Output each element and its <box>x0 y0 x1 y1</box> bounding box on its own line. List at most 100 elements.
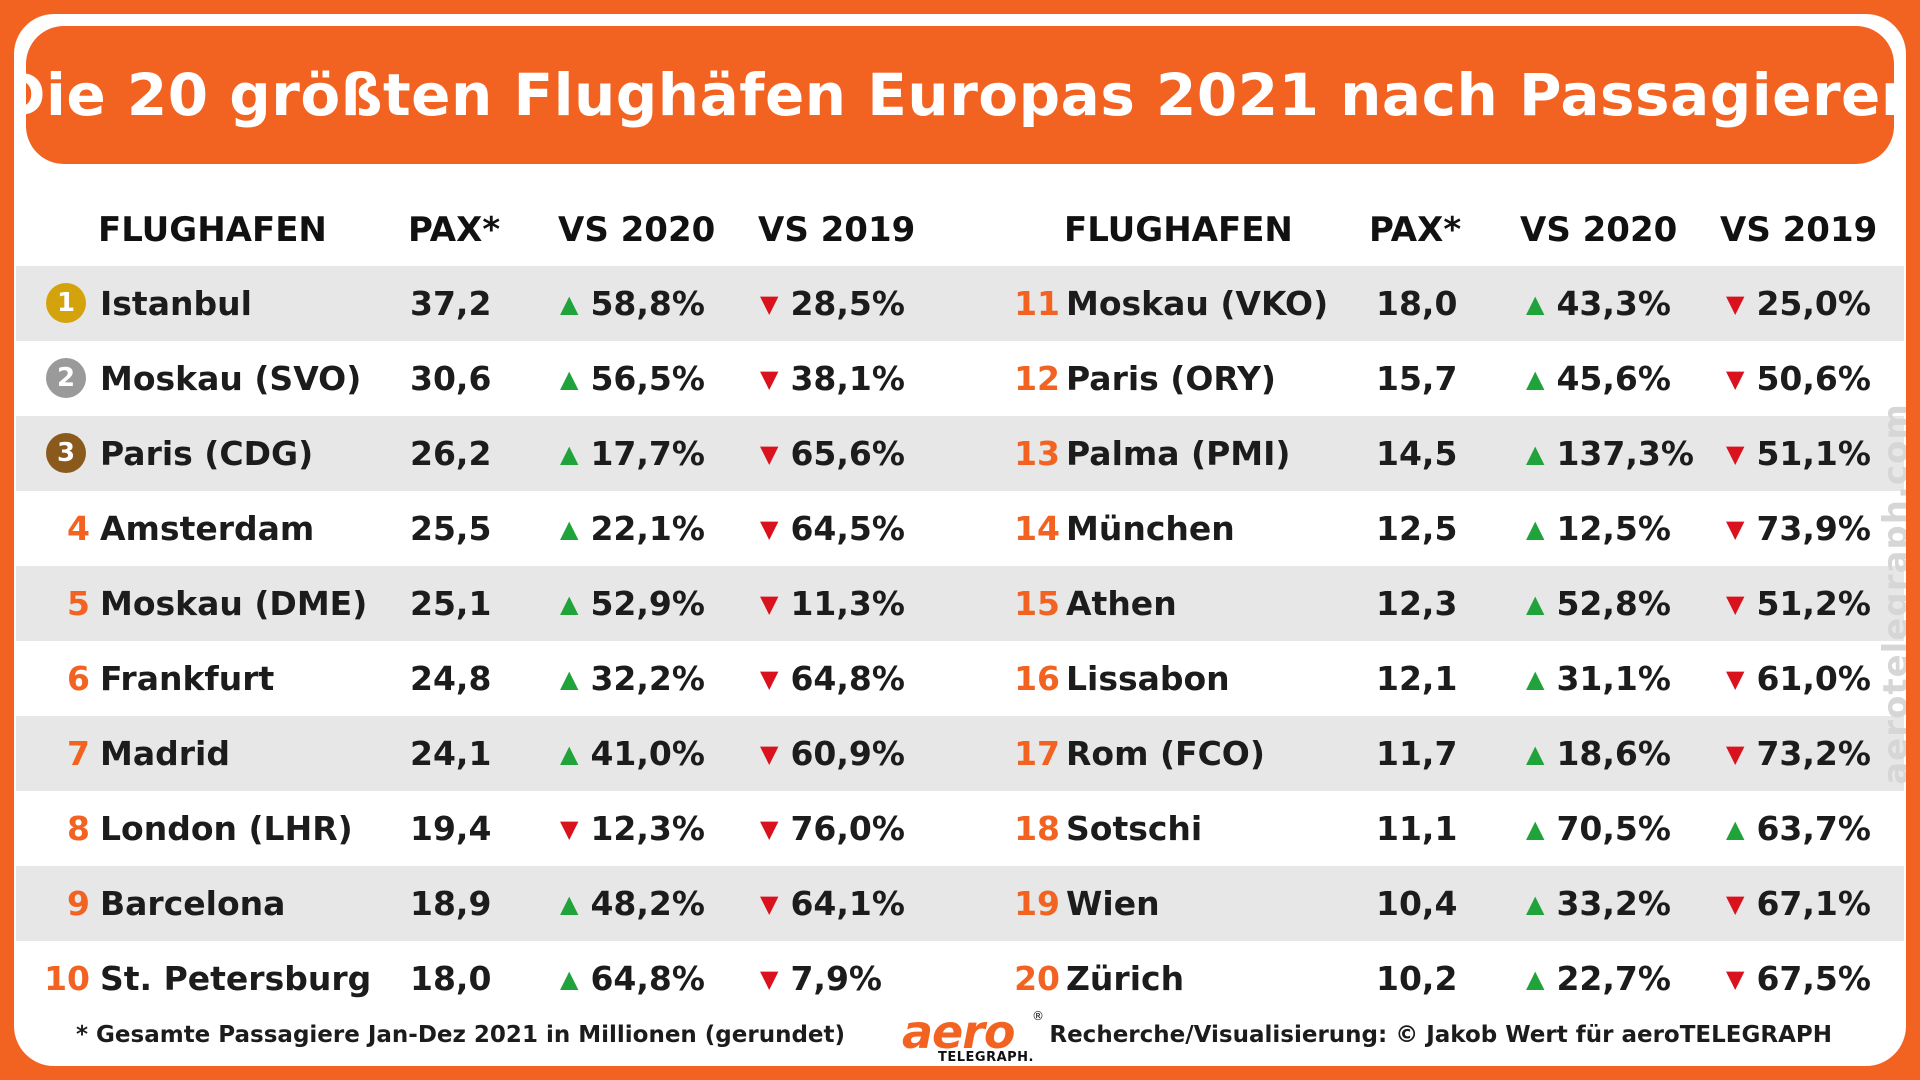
arrow-down-icon: ▼ <box>1726 890 1745 918</box>
vs2020-cell: ▲ 32,2% <box>560 641 705 716</box>
rank-number: 12 <box>1014 359 1060 398</box>
airport-name: Moskau (DME) <box>100 584 368 623</box>
chart-title: Die 20 größten Flughäfen Europas 2021 na… <box>14 61 1906 129</box>
vs2020-cell: ▲ 31,1% <box>1526 641 1671 716</box>
vs2019-cell: ▼ 73,2% <box>1726 716 1871 791</box>
airport-name: Sotschi <box>1066 809 1203 848</box>
vs2019-cell: ▼ 64,5% <box>760 491 905 566</box>
rank-number: 4 <box>67 509 90 548</box>
vs2020-value: 12,3% <box>590 809 705 848</box>
vs2020-value: 45,6% <box>1556 359 1671 398</box>
pax-value: 18,0 <box>410 959 492 998</box>
table-row: 9 Barcelona 18,9 ▲ 48,2% ▼ 64,1% 19 Wien 10,4 ▲ 33,… <box>16 866 1904 941</box>
airport-name: Wien <box>1066 884 1160 923</box>
airport-name: Moskau (VKO) <box>1066 284 1329 323</box>
pax-value: 15,7 <box>1376 359 1458 398</box>
pax-value: 14,5 <box>1376 434 1458 473</box>
vs2019-value: 38,1% <box>790 359 905 398</box>
arrow-up-icon: ▲ <box>1526 365 1545 393</box>
rank-number: 20 <box>1014 959 1060 998</box>
arrow-down-icon: ▼ <box>1726 740 1745 768</box>
vs2019-cell: ▼ 50,6% <box>1726 341 1871 416</box>
vs2019-cell: ▼ 38,1% <box>760 341 905 416</box>
arrow-up-icon: ▲ <box>1526 590 1545 618</box>
vs2020-value: 18,6% <box>1556 734 1671 773</box>
arrow-up-icon: ▲ <box>560 740 579 768</box>
vs2019-cell: ▼ 51,2% <box>1726 566 1871 641</box>
airport-name: Palma (PMI) <box>1066 434 1291 473</box>
header-airport-right: FLUGHAFEN <box>1064 210 1293 250</box>
vs2019-value: 63,7% <box>1756 809 1871 848</box>
arrow-down-icon: ▼ <box>1726 665 1745 693</box>
arrow-down-icon: ▼ <box>1726 290 1745 318</box>
rank-number: 9 <box>67 884 90 923</box>
arrow-down-icon: ▼ <box>1726 515 1745 543</box>
vs2019-cell: ▲ 63,7% <box>1726 791 1871 866</box>
vs2019-cell: ▼ 64,8% <box>760 641 905 716</box>
title-banner: Die 20 größten Flughäfen Europas 2021 na… <box>14 26 1906 164</box>
airport-name: Amsterdam <box>100 509 315 548</box>
vs2020-value: 32,2% <box>590 659 705 698</box>
rank-number: 16 <box>1014 659 1060 698</box>
table-row: 10 St. Petersburg 18,0 ▲ 64,8% ▼ 7,9% 20 Zürich 1… <box>16 941 1904 1016</box>
vs2019-cell: ▼ 51,1% <box>1726 416 1871 491</box>
header-vs2020-right: VS 2020 <box>1520 210 1678 250</box>
pax-value: 18,0 <box>1376 284 1458 323</box>
arrow-up-icon: ▲ <box>1526 665 1545 693</box>
vs2020-value: 17,7% <box>590 434 705 473</box>
arrow-down-icon: ▼ <box>760 815 779 843</box>
pax-value: 12,3 <box>1376 584 1458 623</box>
arrow-down-icon: ▼ <box>760 965 779 993</box>
arrow-up-icon: ▲ <box>560 515 579 543</box>
rank-number: 13 <box>1014 434 1060 473</box>
rank-medal-icon: 3 <box>46 433 86 473</box>
arrow-down-icon: ▼ <box>760 665 779 693</box>
pax-value: 10,2 <box>1376 959 1458 998</box>
vs2020-cell: ▲ 58,8% <box>560 266 705 341</box>
vs2020-cell: ▲ 12,5% <box>1526 491 1671 566</box>
vs2020-value: 70,5% <box>1556 809 1671 848</box>
pax-value: 24,8 <box>410 659 492 698</box>
vs2020-cell: ▲ 45,6% <box>1526 341 1671 416</box>
vs2019-value: 67,1% <box>1756 884 1871 923</box>
arrow-down-icon: ▼ <box>1726 965 1745 993</box>
vs2019-value: 64,1% <box>790 884 905 923</box>
arrow-up-icon: ▲ <box>1526 440 1545 468</box>
pax-value: 10,4 <box>1376 884 1458 923</box>
vs2020-cell: ▲ 17,7% <box>560 416 705 491</box>
header-airport-left: FLUGHAFEN <box>98 210 327 250</box>
vs2019-cell: ▼ 64,1% <box>760 866 905 941</box>
airport-name: Rom (FCO) <box>1066 734 1265 773</box>
arrow-down-icon: ▼ <box>560 815 579 843</box>
header-vs2019-left: VS 2019 <box>758 210 916 250</box>
pax-value: 26,2 <box>410 434 492 473</box>
credit-line: Recherche/Visualisierung: © Jakob Wert f… <box>1049 1022 1832 1048</box>
vs2019-cell: ▼ 76,0% <box>760 791 905 866</box>
pax-value: 19,4 <box>410 809 492 848</box>
vs2019-cell: ▼ 65,6% <box>760 416 905 491</box>
vs2020-value: 52,9% <box>590 584 705 623</box>
pax-value: 30,6 <box>410 359 492 398</box>
vs2020-cell: ▲ 22,7% <box>1526 941 1671 1016</box>
arrow-down-icon: ▼ <box>760 890 779 918</box>
vs2020-value: 12,5% <box>1556 509 1671 548</box>
table-row: 2 Moskau (SVO) 30,6 ▲ 56,5% ▼ 38,1% 12 Paris (OR… <box>16 341 1904 416</box>
arrow-down-icon: ▼ <box>760 515 779 543</box>
airport-name: München <box>1066 509 1235 548</box>
vs2019-cell: ▼ 7,9% <box>760 941 882 1016</box>
arrow-down-icon: ▼ <box>760 440 779 468</box>
arrow-down-icon: ▼ <box>760 365 779 393</box>
arrow-up-icon: ▲ <box>560 890 579 918</box>
vs2020-cell: ▲ 52,8% <box>1526 566 1671 641</box>
vs2020-cell: ▲ 43,3% <box>1526 266 1671 341</box>
vs2019-value: 73,9% <box>1756 509 1871 548</box>
vs2019-cell: ▼ 67,5% <box>1726 941 1871 1016</box>
arrow-up-icon: ▲ <box>560 290 579 318</box>
vs2019-value: 51,1% <box>1756 434 1871 473</box>
airport-name: Moskau (SVO) <box>100 359 362 398</box>
airport-name: Istanbul <box>100 284 252 323</box>
pax-value: 11,7 <box>1376 734 1458 773</box>
vs2019-value: 64,5% <box>790 509 905 548</box>
vs2020-value: 41,0% <box>590 734 705 773</box>
vs2020-cell: ▲ 52,9% <box>560 566 705 641</box>
